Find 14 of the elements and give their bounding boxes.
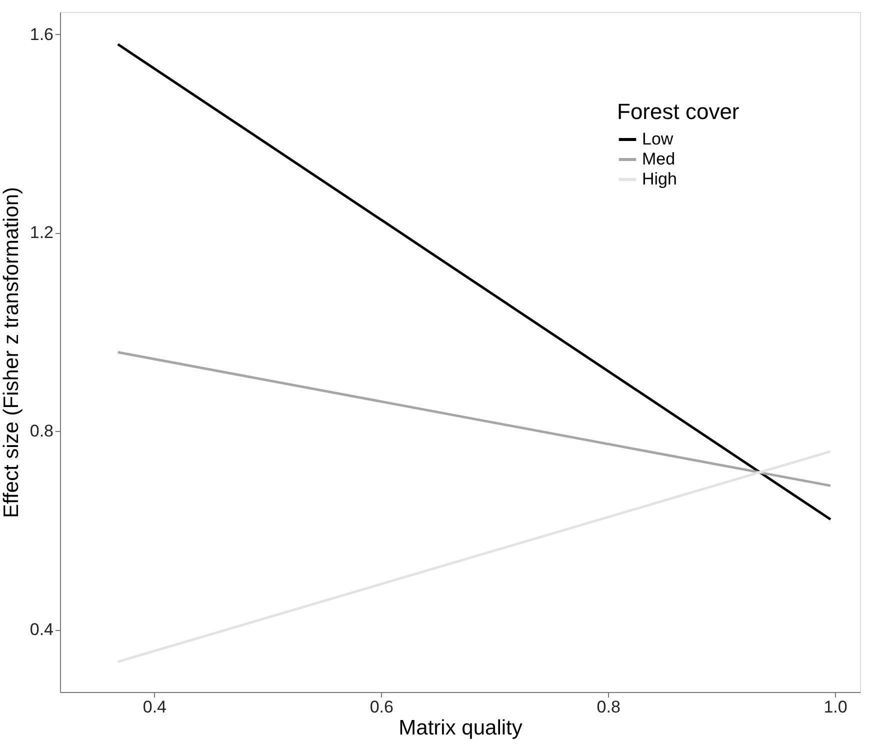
legend-label: Med xyxy=(642,150,676,168)
y-tick-label: 0.4 xyxy=(30,620,54,640)
x-tick-label: 0.4 xyxy=(142,698,167,716)
x-axis-title: Matrix quality xyxy=(398,716,523,740)
y-axis-title: Effect size (Fisher z transformation) xyxy=(0,186,23,518)
x-tick-label: 1.0 xyxy=(824,698,848,716)
y-tick-label: 0.8 xyxy=(30,422,54,441)
x-tick-label: 0.6 xyxy=(370,698,394,716)
y-tick-label: 1.2 xyxy=(30,223,54,242)
legend-title: Forest cover xyxy=(617,99,740,124)
legend-label: Low xyxy=(642,130,674,148)
x-tick-label: 0.8 xyxy=(596,698,620,716)
y-tick-label: 1.6 xyxy=(30,24,54,44)
legend-label: High xyxy=(642,170,677,188)
